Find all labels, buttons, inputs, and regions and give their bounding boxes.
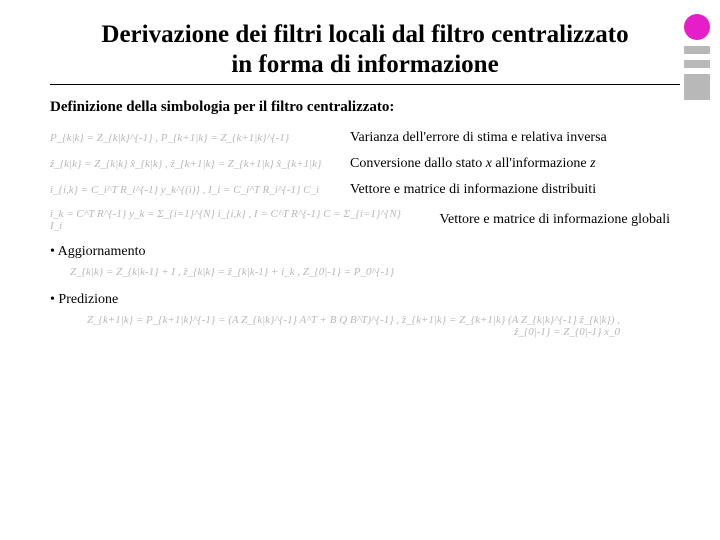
desc-global: Vettore e matrice di informazione global… [410, 212, 680, 228]
equation-update: Z_{k|k} = Z_{k|k-1} + I , ẑ_{k|k} = ẑ_{k… [70, 266, 680, 278]
desc-conversion: Conversione dallo stato x all'informazio… [340, 156, 680, 172]
bullet-predict: • Predizione [50, 292, 680, 308]
desc-distributed: Vettore e matrice di informazione distri… [340, 182, 680, 198]
equation-conversion: ẑ_{k|k} = Z_{k|k} x̂_{k|k} , ẑ_{k+1|k} =… [50, 158, 340, 170]
title-underline [50, 84, 680, 85]
equation-predict: Z_{k+1|k} = P_{k+1|k}^{-1} = (A Z_{k|k}^… [50, 314, 680, 338]
definition-row-4: i_k = C^T R^{-1} y_k = Σ_{i=1}^{N} i_{i,… [50, 208, 680, 232]
definition-row-1: P_{k|k} = Z_{k|k}^{-1} , P_{k+1|k} = Z_{… [50, 130, 680, 146]
desc-conversion-pre: Conversione dallo stato [350, 156, 486, 171]
equation-global: i_k = C^T R^{-1} y_k = Σ_{i=1}^{N} i_{i,… [50, 208, 410, 232]
equation-variance: P_{k|k} = Z_{k|k}^{-1} , P_{k+1|k} = Z_{… [50, 132, 340, 144]
desc-conversion-mid: all'informazione [492, 156, 590, 171]
bullet-update: • Aggiornamento [50, 244, 680, 260]
definition-row-3: i_{i,k} = C_i^T R_i^{-1} y_k^{(i)} , I_i… [50, 182, 680, 198]
desc-conversion-z: z [590, 156, 595, 171]
desc-variance: Varianza dell'errore di stima e relativa… [340, 130, 680, 146]
definition-row-2: ẑ_{k|k} = Z_{k|k} x̂_{k|k} , ẑ_{k+1|k} =… [50, 156, 680, 172]
slide-title: Derivazione dei filtri locali dal filtro… [50, 20, 680, 80]
slide-content: Derivazione dei filtri locali dal filtro… [0, 0, 720, 372]
equation-distributed: i_{i,k} = C_i^T R_i^{-1} y_k^{(i)} , I_i… [50, 184, 340, 196]
definitions-heading: Definizione della simbologia per il filt… [50, 99, 680, 116]
